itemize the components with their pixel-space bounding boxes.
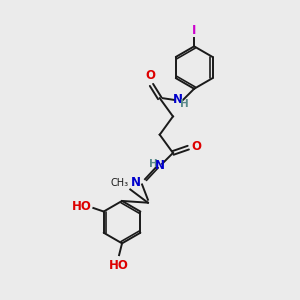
- Text: H: H: [149, 159, 158, 169]
- Text: H: H: [180, 99, 189, 109]
- Text: HO: HO: [71, 200, 91, 213]
- Text: HO: HO: [109, 259, 128, 272]
- Text: N: N: [130, 176, 141, 189]
- Text: O: O: [145, 69, 155, 82]
- Text: N: N: [173, 93, 183, 106]
- Text: I: I: [192, 24, 196, 37]
- Text: CH₃: CH₃: [111, 178, 129, 188]
- Text: O: O: [191, 140, 201, 153]
- Text: N: N: [155, 159, 165, 172]
